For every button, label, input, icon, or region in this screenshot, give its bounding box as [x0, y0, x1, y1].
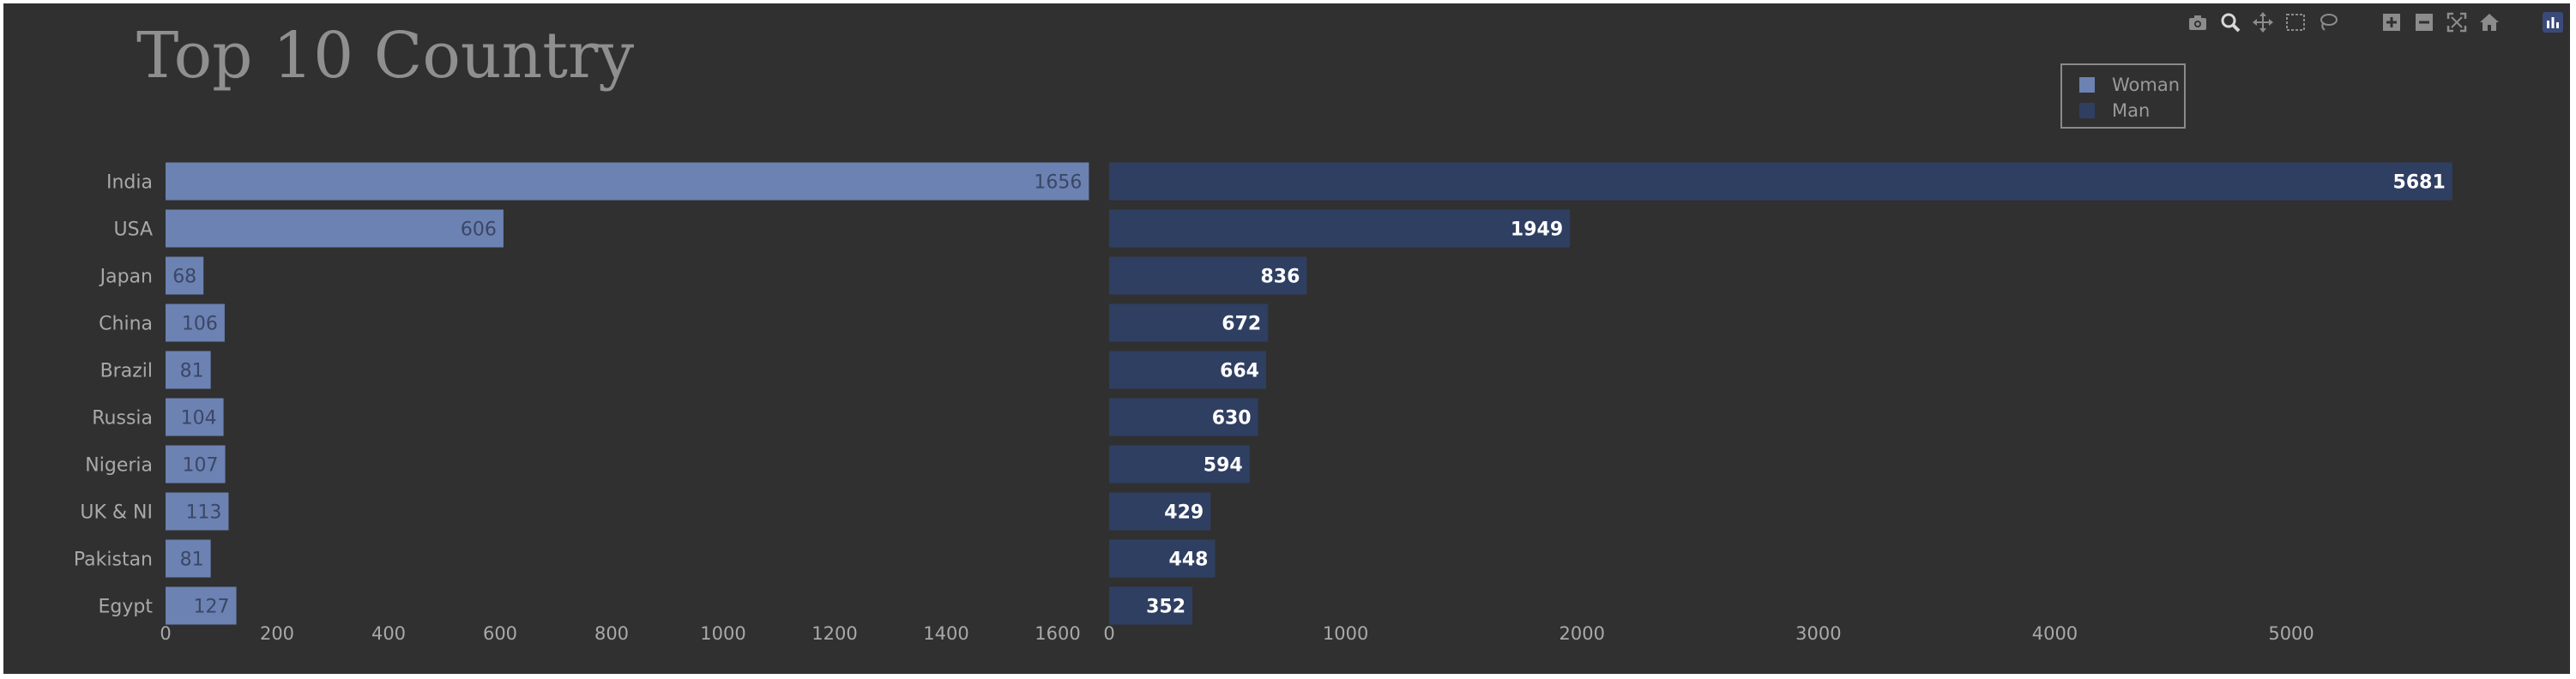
- bar-woman[interactable]: [166, 492, 229, 531]
- bar-man[interactable]: [1109, 351, 1267, 389]
- category-label: Pakistan: [74, 550, 153, 571]
- x-tick-label-woman: 1000: [700, 623, 745, 644]
- data-label-woman: 606: [461, 219, 497, 241]
- category-label: Japan: [99, 267, 153, 288]
- x-tick-label-man: 0: [1103, 623, 1114, 644]
- data-label-woman: 81: [180, 361, 204, 382]
- data-label-woman: 1656: [1034, 172, 1082, 194]
- bar-woman[interactable]: [166, 445, 226, 484]
- legend-label-man: Man: [2112, 100, 2151, 121]
- x-tick-label-woman: 1400: [923, 623, 968, 644]
- camera-icon[interactable]: [2187, 12, 2208, 33]
- zoom-in-icon[interactable]: [2381, 12, 2402, 33]
- data-label-man: 5681: [2393, 172, 2446, 194]
- bar-man[interactable]: [1109, 256, 1307, 295]
- bar-woman[interactable]: [166, 351, 211, 389]
- bar-man[interactable]: [1109, 445, 1250, 484]
- x-tick-label-woman: 200: [260, 623, 294, 644]
- category-label: Egypt: [99, 597, 154, 618]
- data-label-man: 1949: [1511, 219, 1563, 241]
- legend-swatch-woman: [2079, 77, 2095, 93]
- data-label-man: 672: [1222, 314, 1261, 335]
- bar-woman[interactable]: [166, 209, 504, 248]
- data-label-man: 448: [1169, 550, 1209, 571]
- x-tick-label-man: 5000: [2268, 623, 2314, 644]
- x-tick-label-woman: 0: [160, 623, 171, 644]
- x-tick-label-woman: 1600: [1035, 623, 1080, 644]
- chart-title: Top 10 Country: [136, 19, 635, 93]
- x-tick-label-woman: 800: [594, 623, 629, 644]
- data-label-woman: 68: [172, 267, 196, 288]
- x-tick-label-woman: 1200: [811, 623, 857, 644]
- data-label-man: 836: [1260, 267, 1300, 288]
- legend-swatch-man: [2079, 103, 2095, 118]
- x-tick-label-woman: 400: [371, 623, 406, 644]
- data-label-man: 664: [1220, 361, 1259, 382]
- data-label-woman: 104: [181, 408, 217, 430]
- x-tick-label-man: 3000: [1795, 623, 1841, 644]
- bar-man[interactable]: [1109, 539, 1216, 578]
- data-label-woman: 81: [180, 550, 204, 571]
- chart-frame: Top 10 Country: [3, 3, 2570, 674]
- category-label: Brazil: [100, 361, 153, 382]
- reset-axes-icon[interactable]: [2479, 12, 2500, 33]
- bar-man[interactable]: [1109, 398, 1258, 436]
- data-label-man: 352: [1146, 597, 1185, 618]
- legend-item-woman[interactable]: Woman: [2079, 72, 2184, 98]
- lasso-icon[interactable]: [2318, 12, 2338, 33]
- x-tick-label-man: 2000: [1559, 623, 1605, 644]
- legend-item-man[interactable]: Man: [2079, 98, 2184, 123]
- legend: Woman Man: [2060, 63, 2186, 129]
- category-label: Nigeria: [85, 455, 153, 477]
- pan-icon[interactable]: [2253, 12, 2273, 33]
- bar-man[interactable]: [1109, 492, 1211, 531]
- bar-woman[interactable]: [166, 398, 224, 436]
- data-label-woman: 127: [194, 597, 230, 618]
- plotly-logo-icon[interactable]: [2543, 12, 2563, 33]
- autoscale-icon[interactable]: [2446, 12, 2467, 33]
- bar-man[interactable]: [1109, 209, 1571, 248]
- bar-man[interactable]: [1109, 162, 2452, 201]
- zoom-icon[interactable]: [2220, 12, 2241, 33]
- data-label-man: 630: [1212, 408, 1252, 430]
- category-label: China: [99, 314, 153, 335]
- x-tick-label-man: 1000: [1323, 623, 1368, 644]
- bar-woman[interactable]: [166, 303, 225, 342]
- data-label-man: 594: [1204, 455, 1243, 477]
- data-label-woman: 107: [183, 455, 219, 477]
- category-label: UK & NI: [80, 502, 153, 524]
- box-select-icon[interactable]: [2285, 12, 2306, 33]
- x-tick-label-woman: 600: [483, 623, 517, 644]
- category-label: India: [106, 172, 153, 194]
- zoom-out-icon[interactable]: [2414, 12, 2434, 33]
- bar-woman[interactable]: [166, 586, 237, 625]
- bar-man[interactable]: [1109, 586, 1193, 625]
- data-label-woman: 113: [185, 502, 221, 524]
- data-label-man: 429: [1164, 502, 1204, 524]
- bar-woman[interactable]: [166, 539, 211, 578]
- category-label: USA: [113, 219, 153, 241]
- bar-woman[interactable]: [166, 162, 1089, 201]
- legend-label-woman: Woman: [2112, 75, 2181, 95]
- bar-woman[interactable]: [166, 256, 204, 295]
- x-tick-label-man: 4000: [2032, 623, 2078, 644]
- bar-chart-plot: India USA Japan China Brazil Russia Nigeria UK …: [74, 162, 2452, 644]
- modebar: [2187, 12, 2563, 33]
- data-label-woman: 106: [182, 314, 218, 335]
- bar-man[interactable]: [1109, 303, 1269, 342]
- category-label: Russia: [92, 408, 153, 430]
